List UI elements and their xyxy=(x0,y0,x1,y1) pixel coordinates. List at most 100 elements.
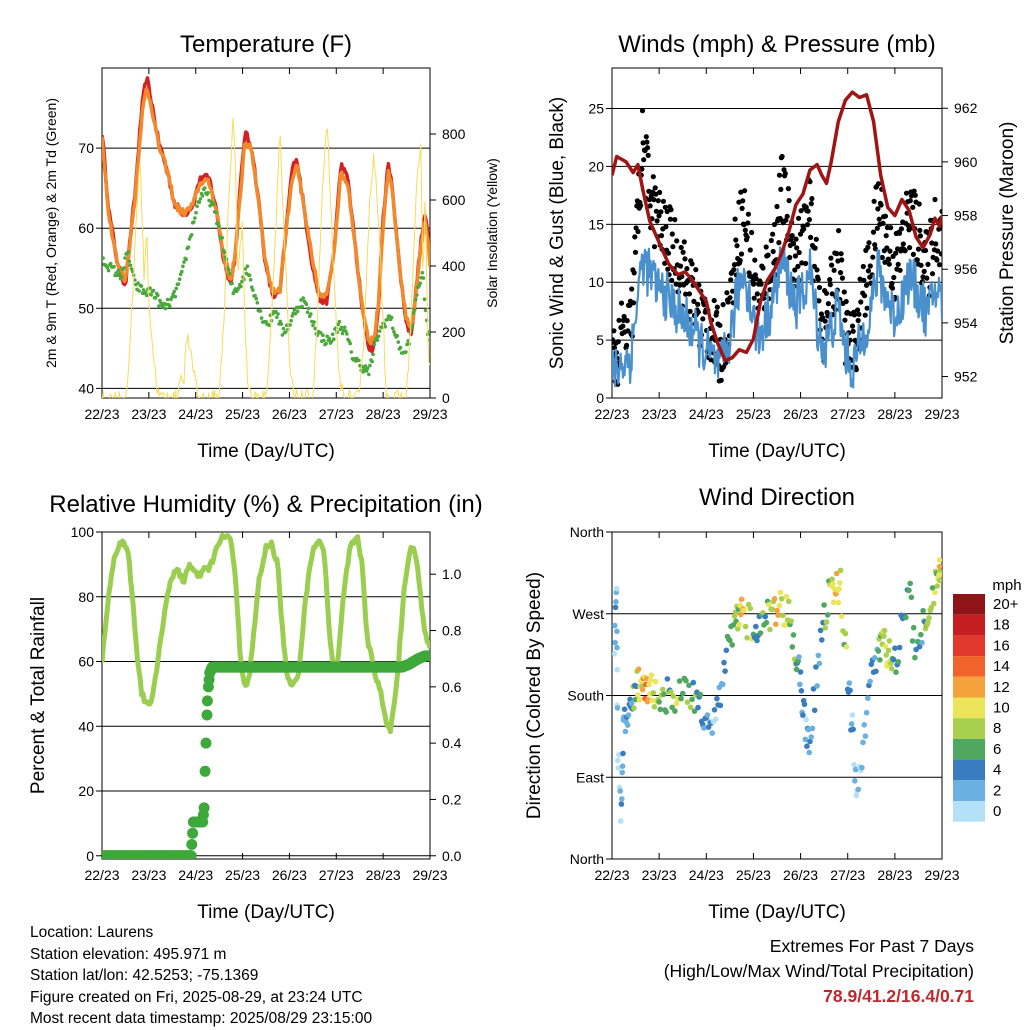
direction-point xyxy=(890,656,897,663)
gust-point xyxy=(658,233,665,239)
dewpoint-point xyxy=(255,301,260,305)
dewpoint-point xyxy=(376,334,381,339)
dewpoint-point xyxy=(126,250,130,254)
legend-swatch xyxy=(953,697,985,719)
gust-point xyxy=(749,229,755,236)
dewpoint-point xyxy=(306,306,311,311)
gust-point xyxy=(631,300,637,306)
direction-point xyxy=(907,580,913,587)
dewpoint-point xyxy=(337,319,342,324)
gust-point xyxy=(624,318,630,324)
dewpoint-point xyxy=(363,364,368,368)
temp_9m-line xyxy=(102,87,430,346)
gust-point xyxy=(645,152,651,158)
x-tick-label: 27/23 xyxy=(830,406,865,422)
gust-point xyxy=(912,192,918,198)
extremes-summary: Extremes For Past 7 Days (High/Low/Max W… xyxy=(664,934,974,1009)
dewpoint-point xyxy=(385,317,390,322)
gust-point xyxy=(789,233,795,239)
y-tick-label: 5 xyxy=(596,332,604,348)
direction-point xyxy=(931,600,937,607)
gust-point xyxy=(853,367,859,373)
dewpoint-point xyxy=(290,314,295,318)
gust-point xyxy=(739,205,745,211)
gust-point xyxy=(882,259,888,265)
dewpoint-point xyxy=(192,220,196,224)
dewpoint-point xyxy=(325,334,330,339)
y2-tick-label: 800 xyxy=(442,126,466,142)
direction-point xyxy=(619,796,625,802)
direction-point xyxy=(695,704,701,711)
direction-point xyxy=(672,708,678,714)
gust-point xyxy=(745,220,751,226)
legend-label: 0 xyxy=(993,803,1001,820)
dewpoint-point xyxy=(243,267,247,271)
gust-point xyxy=(768,237,774,244)
precip-point xyxy=(199,765,211,777)
gust-point xyxy=(792,267,798,273)
direction-point xyxy=(783,593,790,600)
gust-point xyxy=(643,134,649,140)
precip-point xyxy=(200,737,212,749)
dewpoint-point xyxy=(421,276,426,280)
gust-point xyxy=(677,263,684,269)
direction-point xyxy=(741,607,747,614)
dewpoint-point xyxy=(211,202,216,207)
gust-point xyxy=(827,277,833,283)
legend-label: 14 xyxy=(993,658,1010,675)
x-axis-label: Time (Day/UTC) xyxy=(708,902,846,923)
gust-point xyxy=(801,226,807,232)
gust-point xyxy=(813,236,819,242)
legend-swatch xyxy=(953,801,985,822)
dewpoint-point xyxy=(220,236,225,240)
dewpoint-point xyxy=(339,325,344,330)
gust-point xyxy=(849,323,856,329)
gust-point xyxy=(695,309,701,315)
direction-point xyxy=(873,668,879,675)
direction-point xyxy=(823,619,830,625)
direction-point xyxy=(646,681,652,688)
dewpoint-point xyxy=(342,325,347,330)
gust-point xyxy=(805,208,811,214)
y2-tick-label: 0 xyxy=(442,390,450,406)
direction-point xyxy=(788,618,794,624)
gust-point xyxy=(924,275,930,281)
direction-point xyxy=(773,621,779,627)
direction-point xyxy=(717,702,724,709)
x-tick-label: 25/23 xyxy=(225,406,260,422)
gust-point xyxy=(898,226,905,232)
direction-point xyxy=(800,712,806,718)
gust-point xyxy=(876,216,882,222)
gust-point xyxy=(839,275,846,281)
direction-point xyxy=(797,669,804,675)
direction-point xyxy=(622,728,629,735)
direction-point xyxy=(614,644,620,651)
direction-point xyxy=(635,666,642,672)
x-tick-label: 26/23 xyxy=(783,867,818,883)
direction-point xyxy=(757,630,764,636)
dewpoint-point xyxy=(122,266,126,270)
direction-point xyxy=(701,725,707,731)
y2-tick-label: 956 xyxy=(954,261,978,277)
gust-point xyxy=(889,285,896,291)
gust-point xyxy=(808,201,814,207)
gust-point xyxy=(737,257,743,264)
direction-point xyxy=(664,676,671,682)
y-tick-label: 70 xyxy=(78,140,94,156)
direction-point xyxy=(619,769,625,776)
gust-point xyxy=(651,244,658,250)
gust-point xyxy=(841,289,847,295)
dewpoint-point xyxy=(418,281,423,286)
x-tick-label: 23/23 xyxy=(131,406,166,422)
dewpoint-point xyxy=(293,312,298,316)
direction-point xyxy=(814,683,820,689)
direction-point xyxy=(875,648,882,654)
direction-point xyxy=(628,700,635,706)
gust-point xyxy=(862,312,868,318)
gust-point xyxy=(870,229,877,235)
dewpoint-point xyxy=(383,324,388,329)
y2-tick-label: 1.0 xyxy=(442,566,462,582)
gust-point xyxy=(879,254,885,261)
dewpoint-point xyxy=(304,302,309,307)
direction-point xyxy=(936,572,942,578)
